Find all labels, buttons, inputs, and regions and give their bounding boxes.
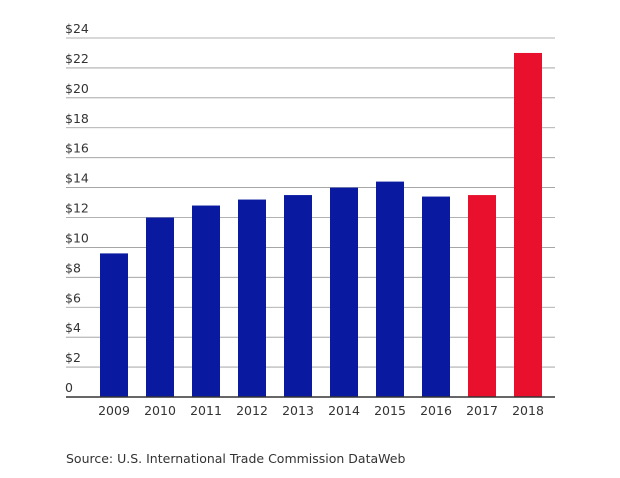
y-tick-label: 0 bbox=[65, 380, 73, 395]
y-tick-label: $20 bbox=[65, 81, 89, 96]
bar-2016 bbox=[422, 196, 450, 397]
y-tick-label: $16 bbox=[65, 141, 89, 156]
x-axis-ticks: 2009 2010 2011 2012 2013 2014 2015 2016 2017 2018 bbox=[98, 403, 544, 418]
y-tick-label: $14 bbox=[65, 171, 89, 186]
x-tick-label: 2017 bbox=[466, 403, 498, 418]
x-tick-label: 2011 bbox=[190, 403, 222, 418]
x-tick-label: 2016 bbox=[420, 403, 452, 418]
bar-2011 bbox=[192, 205, 220, 397]
bar-2017 bbox=[468, 195, 496, 397]
x-tick-label: 2013 bbox=[282, 403, 314, 418]
x-tick-label: 2010 bbox=[144, 403, 176, 418]
bar-2012 bbox=[238, 199, 266, 397]
source-note: Source: U.S. International Trade Commiss… bbox=[66, 451, 406, 466]
x-tick-label: 2015 bbox=[374, 403, 406, 418]
bar-2015 bbox=[376, 181, 404, 397]
y-tick-label: $24 bbox=[65, 21, 89, 36]
y-tick-label: $10 bbox=[65, 230, 89, 245]
y-tick-label: $22 bbox=[65, 51, 89, 66]
bars bbox=[100, 52, 542, 397]
y-tick-label: $8 bbox=[65, 260, 81, 275]
y-tick-label: $6 bbox=[65, 290, 81, 305]
x-tick-label: 2018 bbox=[512, 403, 544, 418]
bar-2009 bbox=[100, 253, 128, 397]
bar-2014 bbox=[330, 187, 358, 397]
y-tick-label: $4 bbox=[65, 320, 81, 335]
y-tick-label: $18 bbox=[65, 111, 89, 126]
x-tick-label: 2014 bbox=[328, 403, 360, 418]
bar-2010 bbox=[146, 217, 174, 397]
x-tick-label: 2012 bbox=[236, 403, 268, 418]
y-tick-label: $12 bbox=[65, 201, 89, 216]
bar-2018 bbox=[514, 52, 542, 397]
x-tick-label: 2009 bbox=[98, 403, 130, 418]
y-tick-label: $2 bbox=[65, 350, 81, 365]
y-axis-ticks: 0 $2 $4 $6 $8 $10 $12 $14 $16 $18 $20 $22 $24 bbox=[65, 21, 89, 395]
bar-2013 bbox=[284, 195, 312, 397]
